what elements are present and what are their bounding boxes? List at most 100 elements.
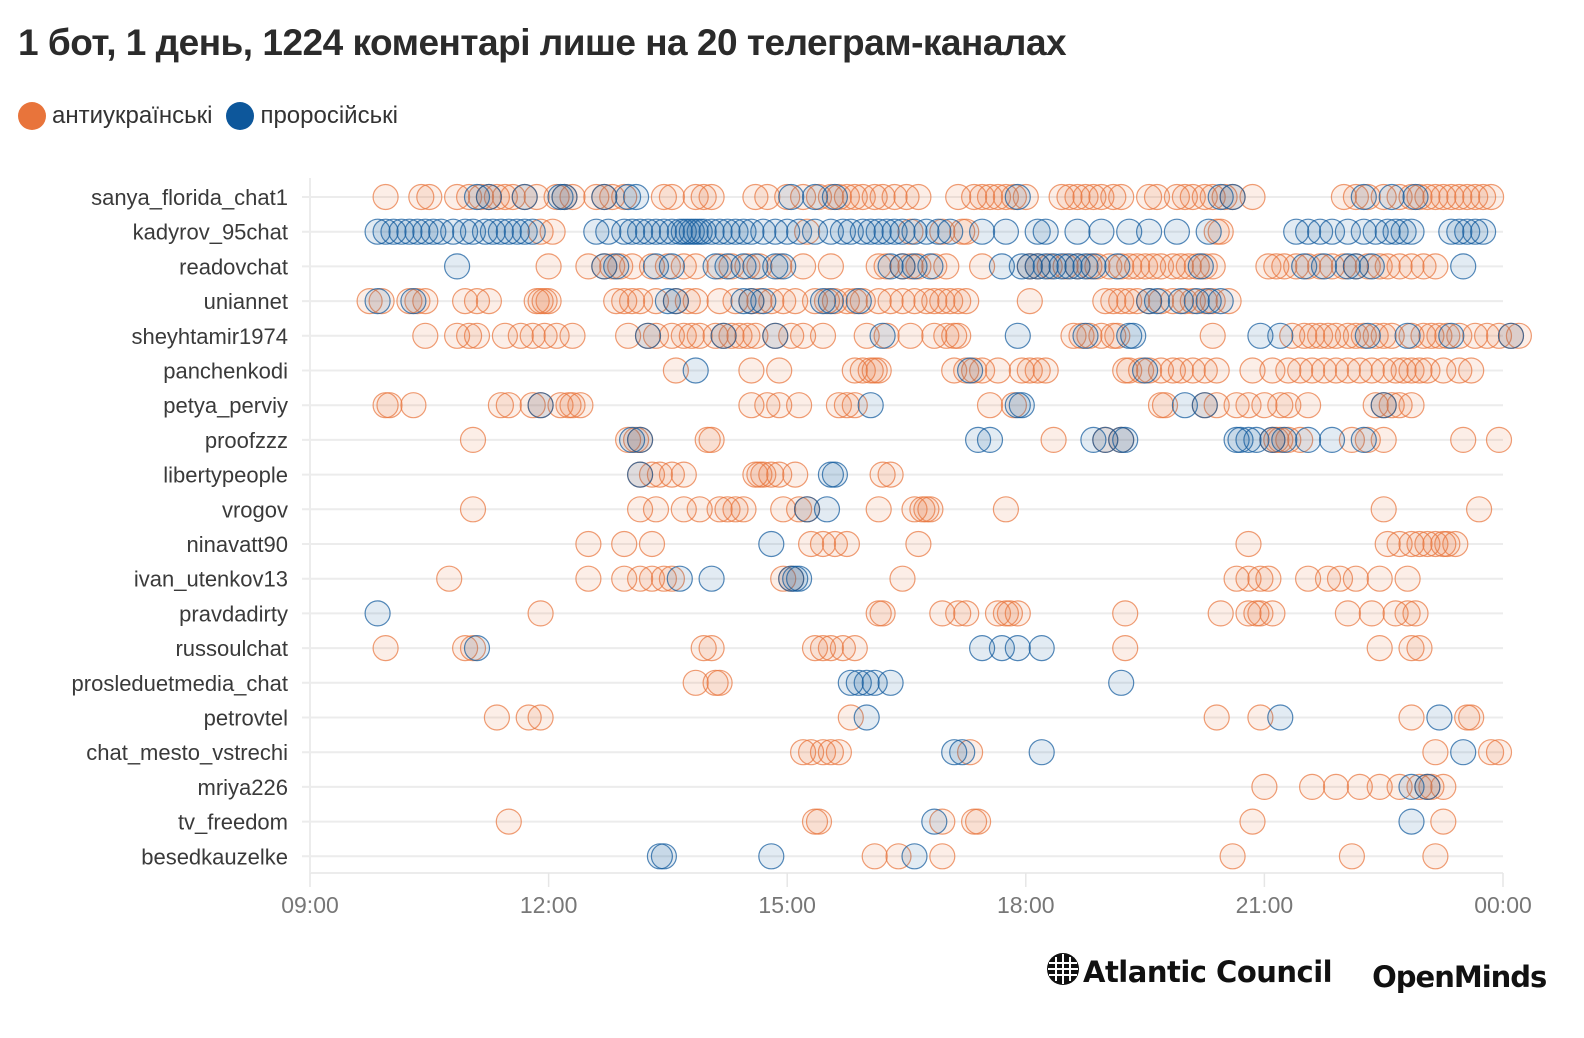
data-point-pro[interactable] [1040,253,1067,280]
data-point-anti[interactable] [1092,288,1119,315]
data-point-pro[interactable] [463,635,491,662]
data-point-pro[interactable] [1243,426,1270,453]
data-point-anti[interactable] [495,808,522,835]
data-point-pro[interactable] [634,322,662,349]
data-point-pro[interactable] [650,218,678,245]
data-point-anti[interactable] [1219,843,1246,870]
data-point-pro[interactable] [1438,218,1465,245]
data-point-pro[interactable] [793,496,821,523]
data-point-pro[interactable] [452,218,479,245]
data-point-anti[interactable] [945,288,972,315]
data-point-pro[interactable] [412,218,439,245]
data-point-anti[interactable] [770,496,797,523]
data-point-pro[interactable] [1004,322,1031,349]
data-point-anti[interactable] [996,600,1024,627]
data-point-pro[interactable] [666,565,693,592]
data-point-anti[interactable] [793,218,821,245]
data-point-anti[interactable] [698,635,725,662]
data-point-pro[interactable] [857,392,884,419]
data-point-pro[interactable] [1191,392,1218,419]
data-point-anti[interactable] [754,183,781,211]
data-point-anti[interactable] [817,739,845,766]
data-point-anti[interactable] [670,496,697,523]
data-point-anti[interactable] [1235,392,1262,419]
data-point-anti[interactable] [833,530,861,558]
data-point-anti[interactable] [1477,183,1505,211]
data-point-anti[interactable] [650,183,678,211]
data-point-anti[interactable] [706,669,733,696]
data-point-pro[interactable] [710,322,737,349]
data-point-anti[interactable] [937,288,964,315]
data-point-pro[interactable] [865,218,892,245]
data-point-pro[interactable] [388,218,415,245]
data-point-pro[interactable] [813,496,841,523]
data-point-anti[interactable] [1255,565,1282,592]
data-point-pro[interactable] [881,218,908,245]
data-point-anti[interactable] [1362,392,1389,419]
data-point-anti[interactable] [833,392,861,419]
data-point-anti[interactable] [1338,843,1366,870]
data-point-pro[interactable] [1227,426,1254,453]
data-point-pro[interactable] [511,183,538,211]
data-point-anti[interactable] [1430,183,1457,211]
data-point-pro[interactable] [1008,253,1035,280]
data-point-anti[interactable] [1159,253,1187,280]
data-point-anti[interactable] [825,392,853,419]
data-point-pro[interactable] [1469,218,1497,245]
data-point-anti[interactable] [1366,565,1393,592]
data-point-pro[interactable] [1402,183,1429,211]
data-point-anti[interactable] [1203,704,1230,731]
data-point-pro[interactable] [364,288,391,315]
data-point-anti[interactable] [766,392,793,419]
data-point-pro[interactable] [487,218,514,245]
data-point-anti[interactable] [782,461,809,488]
data-point-anti[interactable] [809,739,837,766]
data-point-anti[interactable] [801,635,829,662]
data-point-anti[interactable] [1123,253,1151,280]
data-point-pro[interactable] [662,288,690,315]
data-point-pro[interactable] [817,288,845,315]
data-point-pro[interactable] [861,669,888,696]
data-point-pro[interactable] [1374,218,1401,245]
data-point-anti[interactable] [1505,322,1533,349]
data-point-pro[interactable] [837,669,864,696]
data-point-pro[interactable] [420,218,447,245]
data-point-pro[interactable] [611,218,638,245]
data-point-pro[interactable] [364,218,391,245]
data-point-anti[interactable] [905,183,932,211]
data-point-anti[interactable] [1394,600,1421,627]
data-point-anti[interactable] [1434,530,1461,558]
data-point-pro[interactable] [758,530,785,558]
data-point-anti[interactable] [905,530,932,558]
data-point-pro[interactable] [1378,183,1405,211]
data-point-anti[interactable] [805,808,833,835]
data-point-anti[interactable] [789,253,817,280]
data-point-anti[interactable] [1398,704,1425,731]
data-point-anti[interactable] [1203,357,1230,384]
data-point-anti[interactable] [968,183,996,211]
data-point-anti[interactable] [1131,253,1159,280]
data-point-anti[interactable] [921,288,948,315]
data-point-pro[interactable] [1187,253,1214,280]
data-point-anti[interactable] [1406,635,1433,662]
data-point-pro[interactable] [778,183,805,211]
data-point-pro[interactable] [758,843,785,870]
data-point-anti[interactable] [1287,426,1314,453]
data-point-anti[interactable] [1108,288,1135,315]
data-point-pro[interactable] [1131,357,1159,384]
data-point-anti[interactable] [1406,357,1433,384]
data-point-pro[interactable] [877,669,904,696]
data-point-pro[interactable] [873,218,900,245]
data-point-pro[interactable] [1120,322,1147,349]
data-point-anti[interactable] [742,322,769,349]
data-point-anti[interactable] [976,392,1004,419]
data-point-anti[interactable] [519,392,546,419]
data-point-anti[interactable] [1418,322,1445,349]
data-point-anti[interactable] [984,357,1012,384]
data-point-anti[interactable] [1414,357,1441,384]
data-point-anti[interactable] [1398,635,1425,662]
data-point-pro[interactable] [1064,218,1091,245]
data-point-anti[interactable] [575,253,602,280]
data-point-anti[interactable] [1112,635,1139,662]
data-point-anti[interactable] [1215,288,1242,315]
